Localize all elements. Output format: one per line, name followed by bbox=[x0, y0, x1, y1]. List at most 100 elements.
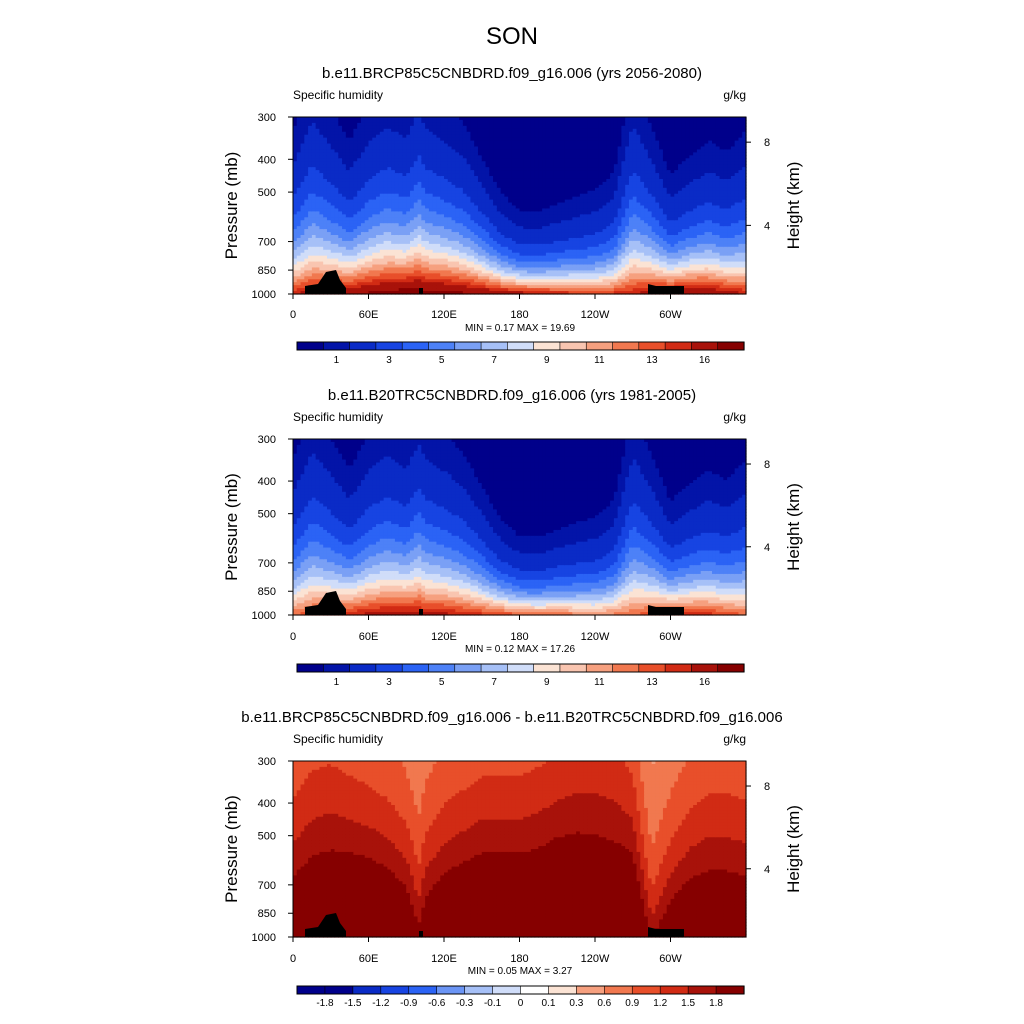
colorbar-box bbox=[350, 664, 377, 672]
colorbar-box bbox=[481, 342, 508, 350]
colorbar-box bbox=[716, 986, 744, 994]
y-tick-label: 850 bbox=[258, 908, 276, 920]
colorbar-box bbox=[688, 986, 716, 994]
colorbar-box bbox=[632, 986, 660, 994]
y-tick-label: 500 bbox=[258, 187, 276, 199]
x-tick-label: 120W bbox=[581, 953, 610, 965]
colorbar: 1 3 5 7 9 11 13 16 bbox=[297, 664, 744, 688]
colorbar-label: -0.3 bbox=[456, 998, 474, 1009]
colorbar-box bbox=[691, 342, 718, 350]
colorbar-box bbox=[639, 664, 666, 672]
colorbar-label: 7 bbox=[491, 677, 497, 688]
colorbar-box bbox=[691, 664, 718, 672]
x-tick-label: 120E bbox=[431, 309, 457, 321]
y-tick-label: 500 bbox=[258, 831, 276, 843]
y2-tick-label: 8 bbox=[764, 781, 770, 793]
y2-tick-label: 4 bbox=[764, 220, 770, 232]
figure: SON b.e11.BRCP85C5CNBDRD.f09_g16.006 (yr… bbox=[0, 0, 1024, 1024]
x-tick-label: 60E bbox=[359, 631, 379, 643]
x-tick-label: 120E bbox=[431, 953, 457, 965]
y-tick-label: 1000 bbox=[252, 932, 276, 944]
colorbar-label: -1.8 bbox=[316, 998, 334, 1009]
y2-axis-title: Height (km) bbox=[784, 483, 803, 571]
colorbar-label: 16 bbox=[699, 355, 711, 366]
colorbar-box bbox=[548, 986, 576, 994]
x-tick-label: 60W bbox=[659, 631, 682, 643]
y-tick-label: 700 bbox=[258, 558, 276, 570]
colorbar-box bbox=[297, 664, 324, 672]
colorbar-box bbox=[586, 664, 613, 672]
panel-title: b.e11.BRCP85C5CNBDRD.f09_g16.006 - b.e11… bbox=[241, 709, 782, 726]
colorbar-box bbox=[428, 342, 455, 350]
variable-label: Specific humidity bbox=[293, 732, 383, 746]
y-tick-label: 700 bbox=[258, 880, 276, 892]
x-tick-label: 0 bbox=[290, 953, 296, 965]
colorbar-box bbox=[376, 664, 403, 672]
x-tick-label: 180 bbox=[510, 631, 528, 643]
colorbar-label: 11 bbox=[594, 355, 605, 366]
x-tick-label: 60E bbox=[359, 953, 379, 965]
colorbar-box bbox=[534, 664, 561, 672]
panel-2: b.e11.B20TRC5CNBDRD.f09_g16.006 (yrs 198… bbox=[222, 387, 803, 688]
colorbar-label: 13 bbox=[646, 677, 658, 688]
x-tick-label: 0 bbox=[290, 309, 296, 321]
colorbar-label: 9 bbox=[544, 677, 550, 688]
y-tick-label: 850 bbox=[258, 265, 276, 277]
panel-title: b.e11.B20TRC5CNBDRD.f09_g16.006 (yrs 198… bbox=[328, 387, 696, 404]
colorbar-label: 3 bbox=[386, 355, 392, 366]
colorbar-box bbox=[325, 986, 353, 994]
colorbar-box bbox=[297, 342, 324, 350]
y2-tick-label: 4 bbox=[764, 542, 770, 554]
y2-tick-label: 8 bbox=[764, 459, 770, 471]
colorbar: -1.8 -1.5 -1.2 -0.9 -0.6 -0.3 -0.1 0 0.1 0.3 0.6 0.… bbox=[297, 986, 744, 1009]
figure-title: SON bbox=[486, 23, 538, 50]
colorbar-box bbox=[428, 664, 455, 672]
x-tick-label: 180 bbox=[510, 309, 528, 321]
colorbar-box bbox=[297, 986, 325, 994]
colorbar-box bbox=[718, 342, 745, 350]
colorbar-box bbox=[521, 986, 549, 994]
contour-field bbox=[293, 117, 747, 295]
colorbar-box bbox=[534, 342, 561, 350]
colorbar-box bbox=[481, 664, 508, 672]
colorbar-label: -1.2 bbox=[372, 998, 390, 1009]
colorbar-box bbox=[353, 986, 381, 994]
colorbar-label: 0 bbox=[518, 998, 524, 1009]
colorbar-box bbox=[586, 342, 613, 350]
colorbar-label: 13 bbox=[646, 355, 658, 366]
contour-field bbox=[293, 761, 747, 938]
y-axis-title: Pressure (mb) bbox=[222, 795, 241, 903]
colorbar-label: 5 bbox=[439, 677, 445, 688]
colorbar-box bbox=[665, 664, 692, 672]
colorbar-label: 0.9 bbox=[625, 998, 639, 1009]
colorbar-label: 1 bbox=[334, 677, 340, 688]
colorbar-box bbox=[560, 664, 587, 672]
colorbar-label: -0.6 bbox=[428, 998, 446, 1009]
y2-axis-title: Height (km) bbox=[784, 805, 803, 893]
colorbar-label: 7 bbox=[491, 355, 497, 366]
colorbar-label: -0.1 bbox=[484, 998, 502, 1009]
min-max-label: MIN = 0.05 MAX = 3.27 bbox=[468, 966, 573, 977]
colorbar-label: 1 bbox=[334, 355, 340, 366]
y2-axis-title: Height (km) bbox=[784, 162, 803, 250]
colorbar-box bbox=[493, 986, 521, 994]
colorbar-box bbox=[455, 342, 482, 350]
x-tick-label: 60E bbox=[359, 309, 379, 321]
colorbar-box bbox=[323, 664, 350, 672]
min-max-label: MIN = 0.12 MAX = 17.26 bbox=[465, 644, 575, 655]
colorbar-label: 16 bbox=[699, 677, 711, 688]
colorbar-label: 11 bbox=[594, 677, 605, 688]
x-tick-label: 60W bbox=[659, 953, 682, 965]
colorbar-box bbox=[402, 342, 429, 350]
colorbar-label: -1.5 bbox=[344, 998, 362, 1009]
colorbar-box bbox=[376, 342, 403, 350]
variable-label: Specific humidity bbox=[293, 88, 383, 102]
y-tick-label: 300 bbox=[258, 112, 276, 124]
colorbar-box bbox=[409, 986, 437, 994]
colorbar-label: 0.3 bbox=[569, 998, 583, 1009]
colorbar-box bbox=[507, 664, 534, 672]
y-axis-title: Pressure (mb) bbox=[222, 152, 241, 260]
colorbar-label: 9 bbox=[544, 355, 550, 366]
min-max-label: MIN = 0.17 MAX = 19.69 bbox=[465, 323, 575, 334]
colorbar: 1 3 5 7 9 11 13 16 bbox=[297, 342, 744, 366]
